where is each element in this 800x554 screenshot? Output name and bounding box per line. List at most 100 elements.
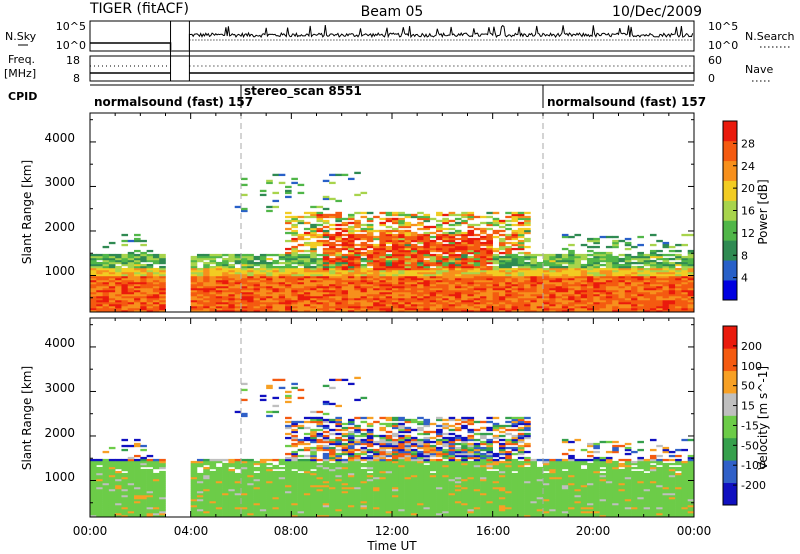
power-cell xyxy=(398,255,405,259)
power-cell xyxy=(624,295,632,299)
power-cell xyxy=(524,271,531,275)
power-cell xyxy=(561,261,569,265)
power-cell xyxy=(316,267,324,271)
power-cell xyxy=(96,265,103,269)
velocity-cell xyxy=(234,482,242,486)
power-cell xyxy=(612,243,619,247)
velocity-cell xyxy=(272,472,280,476)
power-cell xyxy=(373,310,380,313)
power-cell xyxy=(442,283,449,287)
velocity-cell xyxy=(90,490,97,494)
power-cell xyxy=(121,233,129,237)
power-cell xyxy=(410,231,418,235)
velocity-cell xyxy=(190,496,198,500)
power-cell xyxy=(492,255,500,259)
power-cell xyxy=(448,251,456,255)
power-cell xyxy=(448,275,456,279)
power-cell xyxy=(385,307,393,311)
velocity-cell xyxy=(322,440,330,444)
velocity-cell xyxy=(335,416,342,420)
velocity-cell xyxy=(341,512,349,516)
velocity-cell xyxy=(247,472,254,476)
power-cell xyxy=(222,265,229,269)
velocity-cell xyxy=(291,460,298,464)
velocity-cell xyxy=(215,508,223,512)
power-cell xyxy=(90,269,97,273)
power-cell xyxy=(605,283,613,287)
power-cell xyxy=(266,299,273,303)
power-cell xyxy=(543,305,550,309)
velocity-cell xyxy=(247,460,254,464)
velocity-cell xyxy=(159,466,166,470)
power-cell xyxy=(354,193,361,197)
power-cell xyxy=(247,283,254,287)
power-cell xyxy=(530,277,538,281)
power-cell xyxy=(442,295,449,299)
power-cell xyxy=(410,245,418,249)
power-cell xyxy=(410,247,418,251)
velocity-cell xyxy=(108,446,116,450)
power-cell xyxy=(417,215,424,219)
power-cell xyxy=(473,239,481,243)
power-cell xyxy=(373,279,380,283)
power-cell xyxy=(461,273,468,277)
power-cell xyxy=(555,257,563,261)
power-cell xyxy=(536,271,544,275)
power-cell xyxy=(555,281,563,285)
power-cell xyxy=(637,235,644,239)
power-cell xyxy=(329,285,336,289)
power-cell xyxy=(316,239,324,243)
power-cell xyxy=(605,279,613,283)
power-cell xyxy=(549,305,556,309)
power-cell xyxy=(612,279,619,283)
velocity-cell xyxy=(215,490,223,494)
power-cell xyxy=(605,263,613,267)
velocity-cell xyxy=(322,494,330,498)
velocity-cell xyxy=(329,438,336,442)
velocity-cell xyxy=(209,506,217,510)
velocity-cell xyxy=(316,482,324,486)
power-cell xyxy=(524,307,531,311)
power-cell xyxy=(574,299,582,303)
power-cell xyxy=(379,233,387,237)
velocity-cell xyxy=(373,486,380,490)
power-cell xyxy=(587,289,594,293)
power-cell xyxy=(90,257,97,261)
velocity-cell xyxy=(373,515,380,518)
power-cell xyxy=(454,293,462,297)
power-cell xyxy=(360,295,368,299)
power-cell xyxy=(127,271,135,275)
power-cell xyxy=(404,265,412,269)
power-cell xyxy=(134,263,141,267)
velocity-cell xyxy=(222,470,229,474)
velocity-cell xyxy=(354,488,361,492)
power-cell xyxy=(511,273,519,277)
velocity-cell xyxy=(90,502,97,506)
power-cell xyxy=(398,233,405,237)
power-cell xyxy=(316,213,324,217)
velocity-cell xyxy=(329,478,336,482)
power-cell xyxy=(505,279,512,283)
power-cell xyxy=(461,303,468,307)
velocity-cell xyxy=(127,480,135,484)
power-cell xyxy=(681,277,689,281)
power-cell xyxy=(398,289,405,293)
power-cell xyxy=(436,273,443,277)
power-cell xyxy=(90,267,97,271)
velocity-cell xyxy=(297,488,305,492)
power-cell xyxy=(398,225,405,229)
power-cell xyxy=(90,291,97,295)
velocity-cell xyxy=(146,458,154,462)
power-cell xyxy=(140,303,147,307)
power-cell xyxy=(379,243,387,247)
power-cell xyxy=(511,253,519,257)
power-cell xyxy=(392,257,399,261)
power-cell xyxy=(587,245,594,249)
power-cell xyxy=(303,255,311,259)
beam-label: Beam 05 xyxy=(361,4,424,20)
power-cell xyxy=(543,281,550,285)
velocity-cell xyxy=(146,480,154,484)
velocity-cell xyxy=(228,504,236,508)
power-cell xyxy=(467,243,475,247)
power-cell xyxy=(253,285,261,289)
